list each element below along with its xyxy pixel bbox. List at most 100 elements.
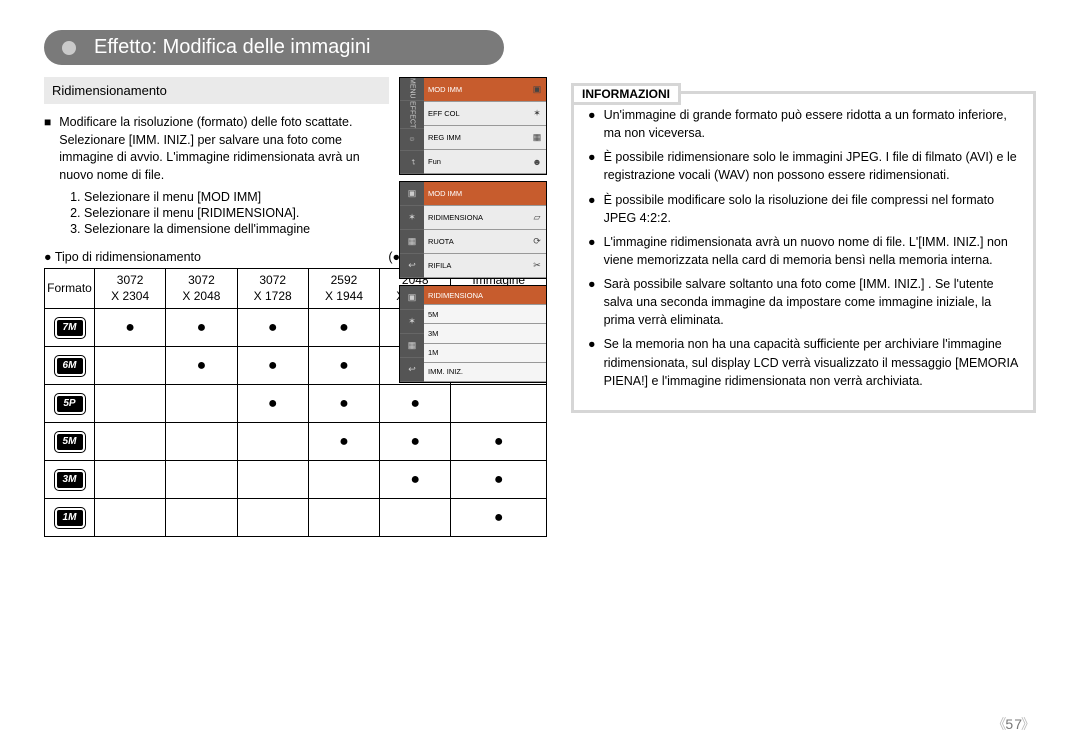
table-cell [237, 423, 308, 461]
info-box-label: INFORMAZIONI [571, 83, 681, 105]
table-cell [95, 423, 166, 461]
table-cell [166, 423, 237, 461]
info-item-text: Se la memoria non ha una capacità suffic… [604, 335, 1019, 389]
screenshot-menu-row: RIDIMENSIONA▱ [424, 206, 546, 230]
table-header-format: Formato [45, 269, 95, 309]
dot-icon: ● [494, 433, 504, 450]
screenshot-menu-row: Fun☻ [424, 150, 546, 174]
menu-row-label: MOD IMM [424, 189, 546, 198]
sidebar-cell: ↩ [400, 254, 424, 278]
camera-screenshots: MENUEFFECT☺↩MOD IMM▣EFF COL✶REG IMM▦Fun☻… [399, 77, 547, 383]
table-row: 1M ● [45, 499, 547, 537]
menu-row-label: EFF COL [424, 109, 528, 118]
sidebar-cell: ☺ [400, 129, 424, 152]
dot-icon: ● [268, 357, 278, 374]
sidebar-cell: MENU [400, 78, 424, 101]
dot-icon: ● [268, 319, 278, 336]
page-title: Effetto: Modifica delle immagini [44, 30, 504, 65]
table-cell [95, 347, 166, 385]
menu-row-label: Fun [424, 157, 528, 166]
table-cell: ● [95, 309, 166, 347]
intro-text: Modificare la risoluzione (formato) dell… [59, 114, 389, 184]
table-header-cell: 2592X 1944 [308, 269, 379, 309]
bullet-dot-icon: ● [588, 275, 596, 329]
table-cell: ● [451, 423, 547, 461]
table-cell: ● [380, 385, 451, 423]
screenshot-menu-row: IMM. INIZ. [424, 363, 546, 382]
table-cell: ● [166, 347, 237, 385]
bullet-dot-icon: ● [588, 106, 596, 142]
table-caption-left: ● Tipo di ridimensionamento [44, 250, 201, 264]
info-item-text: È possibile modificare solo la risoluzio… [604, 191, 1019, 227]
dot-icon: ● [410, 471, 420, 488]
table-cell [308, 461, 379, 499]
bullet-dot-icon: ● [588, 191, 596, 227]
table-header-cell: 3072X 2304 [95, 269, 166, 309]
sidebar-cell: ↩ [400, 151, 424, 174]
screenshot-sidebar: MENUEFFECT☺↩ [400, 78, 424, 174]
table-row-label: 5P [45, 385, 95, 423]
screenshot-menu-row: 5M [424, 305, 546, 324]
info-item-text: È possibile ridimensionare solo le immag… [604, 148, 1019, 184]
menu-row-label: 1M [424, 348, 546, 357]
info-list: ●Un'immagine di grande formato può esser… [588, 106, 1019, 390]
menu-row-label: RIFILA [424, 261, 528, 270]
dot-icon: ● [494, 509, 504, 526]
table-cell [95, 499, 166, 537]
menu-row-icon: ✶ [528, 108, 546, 119]
page-title-text: Effetto: Modifica delle immagini [94, 36, 370, 58]
info-list-item: ●È possibile ridimensionare solo le imma… [588, 148, 1019, 184]
left-column: Ridimensionamento ■ Modificare la risolu… [44, 77, 547, 537]
page-number: 57 [992, 714, 1036, 734]
camera-screenshot: MENUEFFECT☺↩MOD IMM▣EFF COL✶REG IMM▦Fun☻ [399, 77, 547, 175]
table-cell: ● [308, 309, 379, 347]
menu-row-icon: ☻ [528, 157, 546, 167]
table-cell [237, 499, 308, 537]
screenshot-sidebar: ▣✶▦↩ [400, 182, 424, 278]
table-cell: ● [380, 423, 451, 461]
table-cell [166, 499, 237, 537]
screenshot-menu-row: RIDIMENSIONA [424, 286, 546, 305]
size-badge-icon: 6M [55, 356, 85, 376]
size-badge-icon: 5P [55, 394, 85, 414]
sidebar-cell: ✶ [400, 310, 424, 334]
screenshot-menu-row: MOD IMM▣ [424, 78, 546, 102]
bullet-dot-icon: ● [588, 335, 596, 389]
size-badge-icon: 7M [55, 318, 85, 338]
table-row-label: 1M [45, 499, 95, 537]
camera-screenshot: ▣✶▦↩RIDIMENSIONA5M3M1MIMM. INIZ. [399, 285, 547, 383]
dot-icon: ● [339, 395, 349, 412]
info-list-item: ●Sarà possibile salvare soltanto una fot… [588, 275, 1019, 329]
table-cell: ● [237, 385, 308, 423]
info-box: INFORMAZIONI ●Un'immagine di grande form… [571, 91, 1036, 413]
table-row-label: 5M [45, 423, 95, 461]
content-columns: Ridimensionamento ■ Modificare la risolu… [44, 77, 1036, 537]
bullet-square-icon: ■ [44, 114, 51, 184]
menu-row-label: RIDIMENSIONA [424, 291, 546, 300]
sidebar-cell: EFFECT [400, 101, 424, 129]
menu-row-label: 3M [424, 329, 546, 338]
info-list-item: ●L'immagine ridimensionata avrà un nuovo… [588, 233, 1019, 269]
menu-row-icon: ▱ [528, 212, 546, 223]
screenshot-menu-row: RUOTA⟳ [424, 230, 546, 254]
sidebar-cell: ↩ [400, 358, 424, 382]
table-row-label: 3M [45, 461, 95, 499]
table-cell: ● [451, 499, 547, 537]
right-column: INFORMAZIONI ●Un'immagine di grande form… [571, 77, 1036, 537]
screenshot-menu-row: 1M [424, 344, 546, 363]
table-header-cell: 3072X 1728 [237, 269, 308, 309]
table-cell [166, 385, 237, 423]
table-cell [237, 461, 308, 499]
table-cell: ● [308, 347, 379, 385]
dot-icon: ● [410, 395, 420, 412]
dot-icon: ● [125, 319, 135, 336]
screenshot-menu: MOD IMM▣EFF COL✶REG IMM▦Fun☻ [424, 78, 546, 174]
bullet-dot-icon: ● [588, 233, 596, 269]
table-row: 5P ● ● ● [45, 385, 547, 423]
table-cell [95, 461, 166, 499]
menu-row-label: IMM. INIZ. [424, 367, 546, 376]
screenshot-menu: MOD IMMRIDIMENSIONA▱RUOTA⟳RIFILA✂ [424, 182, 546, 278]
table-row-label: 6M [45, 347, 95, 385]
screenshot-menu-row: 3M [424, 324, 546, 343]
menu-row-label: RUOTA [424, 237, 528, 246]
